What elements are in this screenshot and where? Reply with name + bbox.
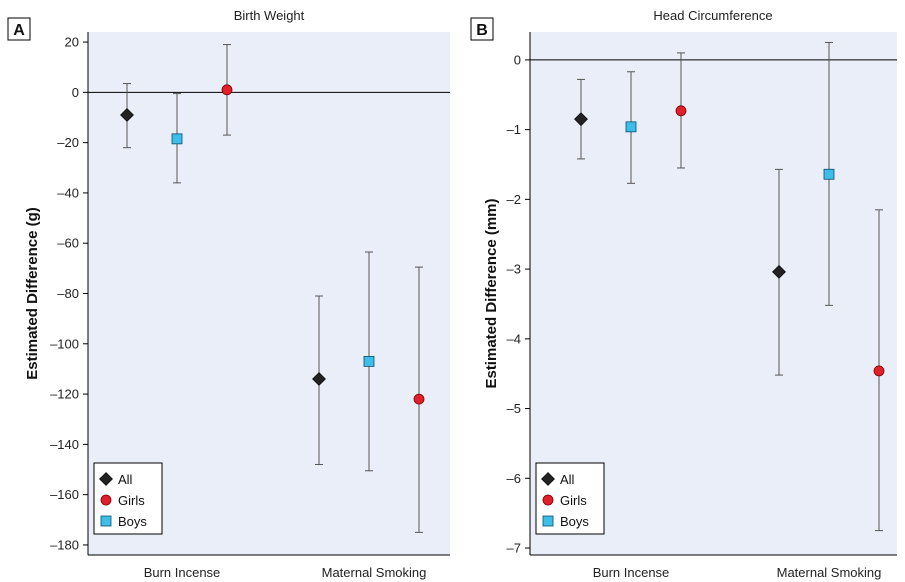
y-tick-label: 0 (72, 85, 79, 100)
y-tick-label: –120 (50, 387, 79, 402)
panel-a: A Birth Weight Estimated Difference (g) 20 0… (7, 8, 450, 580)
panel-letter-box (7, 17, 31, 41)
y-tick-label: –80 (57, 286, 79, 301)
data-point-girls (221, 84, 233, 96)
legend-label: All (560, 472, 575, 487)
legend-marker-boys (542, 515, 554, 527)
data-point-boys (171, 133, 183, 145)
legend-label: Girls (118, 493, 145, 508)
x-category-label: Burn Incense (144, 565, 221, 580)
y-axis-label: Estimated Difference (g) (24, 207, 41, 380)
y-axis-label: Estimated Difference (mm) (483, 198, 500, 388)
y-tick-label: 0 (514, 52, 521, 67)
legend-marker-all (541, 472, 555, 486)
data-point-girls (413, 393, 425, 405)
y-tick-label: –3 (507, 262, 521, 277)
y-tick-label: –5 (507, 401, 521, 416)
y-tick-label: –4 (507, 331, 521, 346)
legend-label: All (118, 472, 133, 487)
data-point-all (120, 108, 134, 122)
x-category-label: Burn Incense (593, 565, 670, 580)
data-point-all (574, 112, 588, 127)
y-tick-label: –60 (57, 236, 79, 251)
panel-letter: A (13, 22, 25, 39)
y-tick-label: –160 (50, 487, 79, 502)
panel-b: B Head Circumference Estimated Difference … (470, 8, 897, 580)
legend-marker-girls (542, 494, 554, 506)
legend-label: Boys (118, 514, 147, 529)
data-point-all (312, 372, 326, 386)
x-category-label: Maternal Smoking (777, 565, 882, 580)
legend-label: Boys (560, 514, 589, 529)
panel-letter-box (470, 17, 494, 41)
y-tick-label: –180 (50, 537, 79, 552)
data-point-girls (675, 105, 687, 117)
x-category-label: Maternal Smoking (322, 565, 427, 580)
y-tick-label: –140 (50, 437, 79, 452)
chart-title: Head Circumference (653, 8, 772, 23)
data-point-all (772, 264, 786, 279)
y-tick-label: –1 (507, 122, 521, 137)
legend-marker-girls (100, 494, 112, 506)
y-tick-label: –100 (50, 336, 79, 351)
y-tick-label: –20 (57, 135, 79, 150)
y-tick-label: –40 (57, 185, 79, 200)
legend-marker-all (99, 472, 113, 486)
panel-letter: B (476, 22, 488, 39)
y-tick-label: –2 (507, 192, 521, 207)
data-point-boys (363, 355, 375, 367)
y-tick-label: 20 (65, 35, 79, 50)
legend-label: Girls (560, 493, 587, 508)
data-point-boys (625, 121, 637, 133)
data-point-girls (873, 365, 885, 377)
y-tick-label: –6 (507, 471, 521, 486)
chart-title: Birth Weight (234, 8, 305, 23)
data-point-boys (823, 168, 835, 180)
legend-marker-boys (100, 515, 112, 527)
y-tick-label: –7 (507, 541, 521, 556)
